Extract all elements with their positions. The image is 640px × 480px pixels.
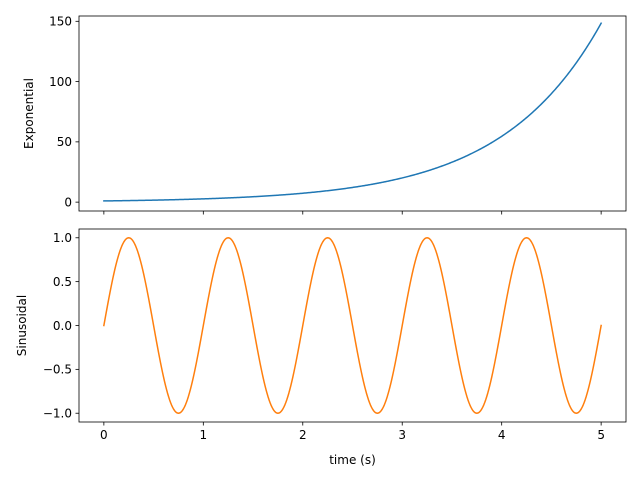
sinusoidal-subplot: 0 1 2 3 4 5 −1.0 −0.5 0.0 0.5 1.0 Sinusoidal time (s… [15,228,627,467]
sinusoidal-y-tick-label: −0.5 [43,363,72,377]
sinusoidal-x-tick-label: 5 [597,428,605,442]
exponential-axes-frame [78,15,627,212]
sinusoidal-y-tick-label: 0.5 [53,275,72,289]
sinusoidal-x-tick-label: 4 [498,428,506,442]
sinusoidal-x-tick-label: 0 [100,428,108,442]
exponential-y-tick-label: 150 [49,15,72,29]
sinusoidal-y-tick-label: −1.0 [43,407,72,421]
exponential-y-tick-label: 100 [49,75,72,89]
sinusoidal-y-tick-label: 1.0 [53,231,72,245]
exponential-y-tick-label: 0 [64,195,72,209]
sinusoidal-y-tick-label: 0.0 [53,319,72,333]
sinusoidal-y-axis-label: Sinusoidal [15,295,29,356]
exponential-y-tick-label: 50 [57,135,72,149]
exponential-subplot: 0 50 100 150 Exponential [22,15,627,215]
sinusoidal-x-tick-label: 2 [299,428,307,442]
sinusoidal-x-tick-label: 1 [199,428,207,442]
exponential-y-axis-label: Exponential [22,78,36,149]
exponential-series-line [103,22,603,202]
sinusoidal-x-axis-label: time (s) [329,453,376,467]
sinusoidal-x-tick-label: 3 [398,428,406,442]
sinusoidal-series-line [102,237,603,414]
